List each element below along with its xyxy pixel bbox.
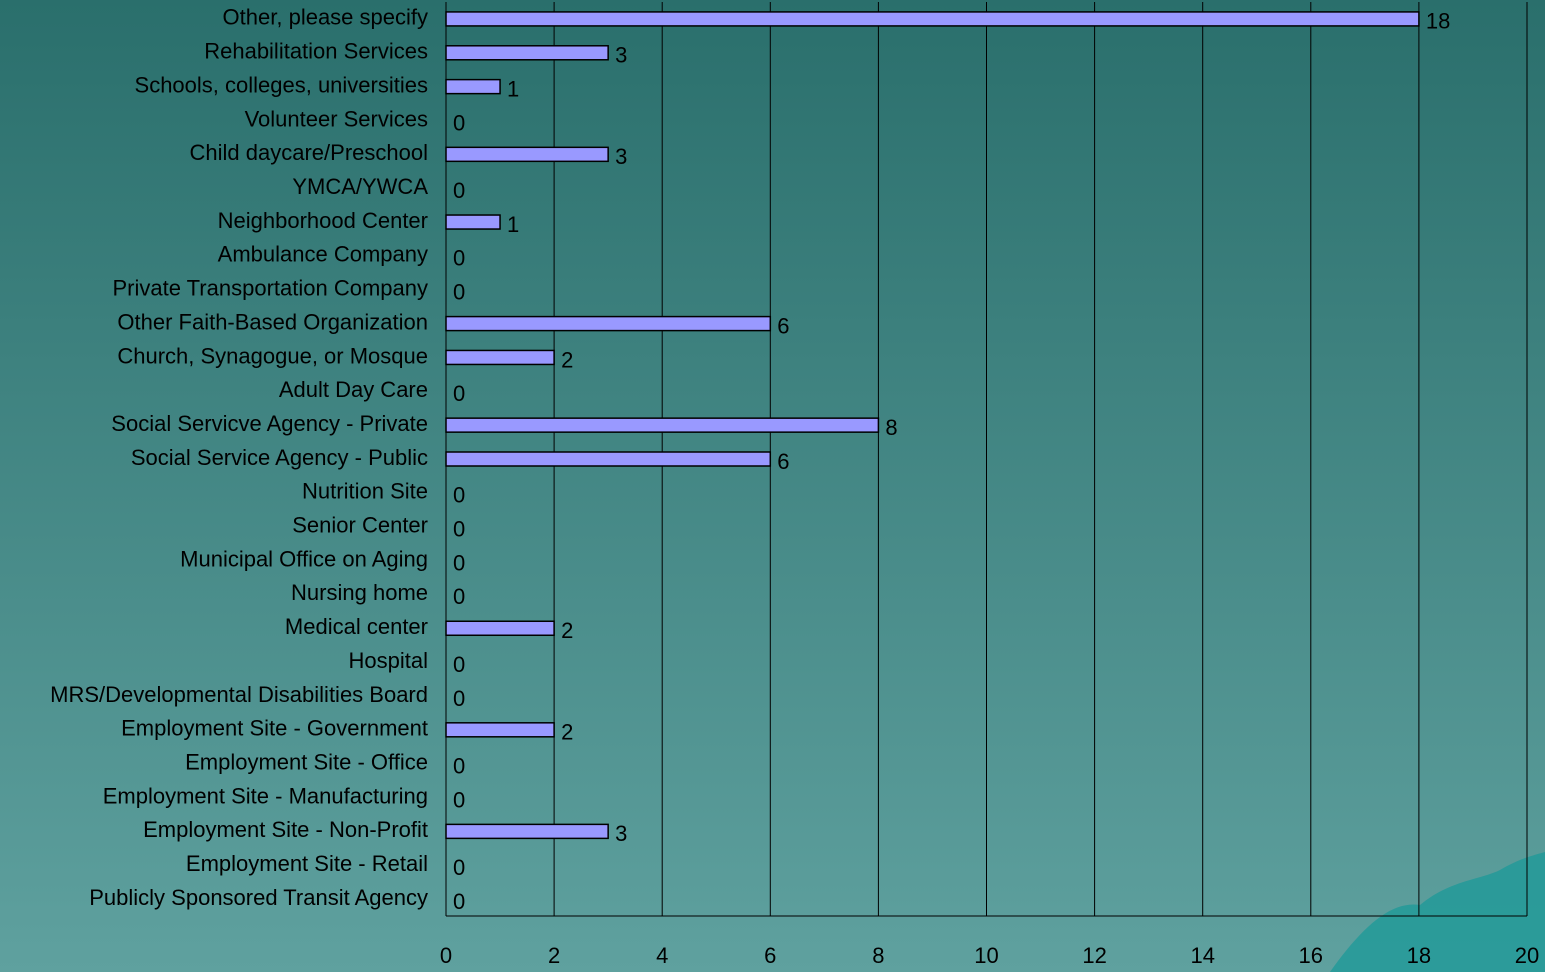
data-label: 0 — [453, 110, 465, 135]
y-tick-label: Social Servicve Agency - Private — [111, 411, 428, 436]
y-tick-label: Employment Site - Non-Profit — [143, 817, 428, 842]
data-label: 3 — [615, 144, 627, 169]
data-label: 0 — [453, 787, 465, 812]
data-label: 1 — [507, 212, 519, 237]
data-label: 0 — [453, 381, 465, 406]
x-tick-label: 0 — [440, 943, 452, 968]
bar — [445, 78, 501, 95]
y-tick-label: Employment Site - Retail — [186, 851, 428, 876]
decoration — [1330, 852, 1545, 972]
y-tick-label: Senior Center — [292, 513, 428, 538]
y-tick-label: Ambulance Company — [218, 242, 428, 267]
bar — [445, 451, 772, 467]
x-tick-label: 20 — [1515, 943, 1539, 968]
bar — [445, 11, 1420, 27]
y-tick-label: Employment Site - Government — [121, 716, 428, 741]
data-label: 3 — [615, 821, 627, 846]
data-label: 1 — [507, 76, 519, 101]
y-tick-label: Employment Site - Office — [185, 749, 428, 774]
x-tick-label: 10 — [974, 943, 998, 968]
y-tick-label: Social Service Agency - Public — [131, 445, 428, 470]
x-tick-label: 12 — [1082, 943, 1106, 968]
y-tick-label: Employment Site - Manufacturing — [103, 783, 428, 808]
bar — [445, 823, 609, 840]
y-tick-label: Child daycare/Preschool — [190, 140, 428, 165]
data-label: 8 — [885, 415, 897, 440]
data-label: 18 — [1426, 9, 1450, 34]
data-label: 2 — [561, 618, 573, 643]
data-label: 6 — [777, 449, 789, 474]
y-tick-label: MRS/Developmental Disabilities Board — [50, 682, 428, 707]
data-label: 0 — [453, 855, 465, 880]
y-tick-label: Church, Synagogue, or Mosque — [117, 343, 428, 368]
bar — [445, 214, 501, 230]
bar — [445, 722, 555, 738]
x-tick-label: 2 — [548, 943, 560, 968]
data-label: 0 — [453, 889, 465, 914]
data-label: 2 — [561, 347, 573, 372]
y-tick-label: Medical center — [285, 614, 428, 639]
data-label: 0 — [453, 517, 465, 542]
y-tick-label: Rehabilitation Services — [204, 39, 428, 64]
bar — [445, 315, 772, 332]
bar — [445, 45, 609, 61]
y-tick-label: Other Faith-Based Organization — [117, 309, 428, 334]
data-label: 0 — [453, 483, 465, 508]
y-tick-label: Adult Day Care — [279, 377, 428, 402]
data-label: 0 — [453, 550, 465, 575]
y-tick-label: Other, please specify — [223, 5, 428, 30]
y-tick-label: Neighborhood Center — [218, 208, 428, 233]
bar — [445, 620, 555, 637]
data-label: 0 — [453, 753, 465, 778]
x-tick-label: 18 — [1407, 943, 1431, 968]
data-label: 0 — [453, 280, 465, 305]
bar — [445, 146, 609, 163]
x-tick-label: 6 — [764, 943, 776, 968]
y-tick-label: Nursing home — [291, 580, 428, 605]
y-tick-label: Hospital — [349, 648, 428, 673]
data-label: 2 — [561, 720, 573, 745]
data-label: 0 — [453, 246, 465, 271]
y-tick-label: YMCA/YWCA — [292, 174, 428, 199]
data-label: 6 — [777, 313, 789, 338]
x-tick-label: 16 — [1299, 943, 1323, 968]
y-tick-label: Municipal Office on Aging — [180, 546, 428, 571]
data-label: 0 — [453, 686, 465, 711]
bar — [445, 349, 555, 366]
x-tick-label: 4 — [656, 943, 668, 968]
x-tick-label: 14 — [1190, 943, 1214, 968]
y-tick-label: Nutrition Site — [302, 479, 428, 504]
y-tick-label: Publicly Sponsored Transit Agency — [89, 885, 428, 910]
data-label: 0 — [453, 652, 465, 677]
bar — [445, 417, 880, 433]
x-tick-label: 8 — [872, 943, 884, 968]
data-label: 3 — [615, 43, 627, 68]
y-tick-label: Schools, colleges, universities — [135, 72, 428, 97]
data-label: 0 — [453, 178, 465, 203]
data-label: 0 — [453, 584, 465, 609]
y-tick-label: Volunteer Services — [245, 106, 428, 131]
y-tick-label: Private Transportation Company — [113, 276, 429, 301]
